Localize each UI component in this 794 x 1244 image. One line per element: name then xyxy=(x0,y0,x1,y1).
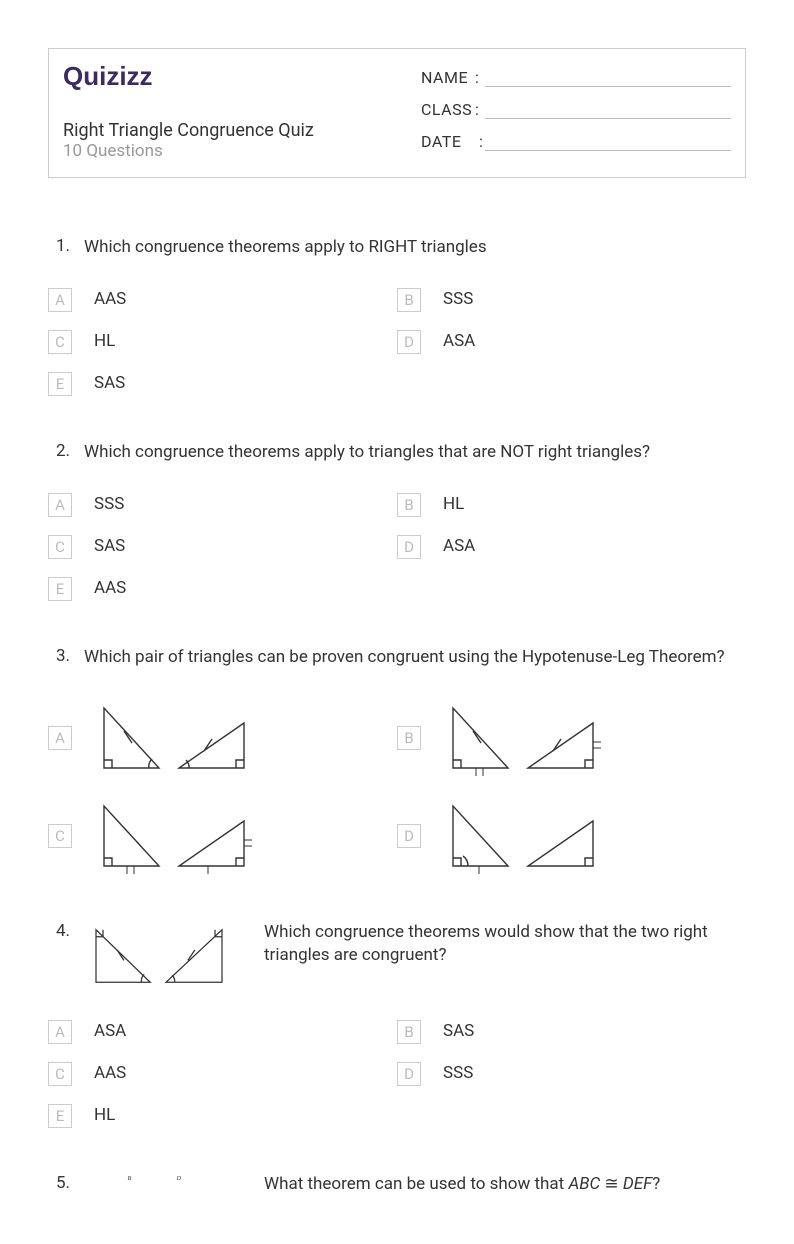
svg-text:D: D xyxy=(176,1175,182,1182)
question-text: Which pair of triangles can be proven co… xyxy=(84,646,746,669)
option-d[interactable]: D ASA xyxy=(397,526,746,568)
option-a[interactable]: A ASA xyxy=(48,1011,397,1053)
class-label: CLASS xyxy=(421,100,475,119)
quiz-title: Right Triangle Congruence Quiz xyxy=(63,120,421,141)
question-lead-image: B D xyxy=(84,1173,252,1187)
option-letter: A xyxy=(48,288,72,312)
question-number: 3. xyxy=(48,646,84,669)
date-input-line[interactable] xyxy=(485,131,731,151)
triangle-pair-icon xyxy=(94,698,254,778)
options-grid: A SSS B HL C SAS D ASA E AAS xyxy=(48,484,746,610)
option-b[interactable]: B SSS xyxy=(397,279,746,321)
questions-container: 1. Which congruence theorems apply to RI… xyxy=(48,236,746,1196)
option-b[interactable]: B SAS xyxy=(397,1011,746,1053)
question-number: 5. xyxy=(48,1173,84,1196)
question-5: 5. B D What theorem can be used to show … xyxy=(48,1173,746,1196)
option-c[interactable]: C AAS xyxy=(48,1053,397,1095)
option-d[interactable]: D xyxy=(397,787,746,885)
options-grid: A AAS B SSS C HL D ASA E SAS xyxy=(48,279,746,405)
brand-logo: Quizizz xyxy=(63,61,421,92)
class-input-line[interactable] xyxy=(485,99,731,119)
worksheet-header: Quizizz Right Triangle Congruence Quiz 1… xyxy=(48,48,746,178)
option-d[interactable]: D ASA xyxy=(397,321,746,363)
date-label: DATE xyxy=(421,132,475,151)
option-e[interactable]: E AAS xyxy=(48,568,397,610)
option-text: SAS xyxy=(94,372,125,393)
option-b[interactable]: B xyxy=(397,689,746,787)
question-text: Which congruence theorems would show tha… xyxy=(264,921,746,991)
option-d[interactable]: D SSS xyxy=(397,1053,746,1095)
option-a[interactable]: A SSS xyxy=(48,484,397,526)
option-e[interactable]: E HL xyxy=(48,1095,397,1137)
option-letter: B xyxy=(397,288,421,312)
question-number: 1. xyxy=(48,236,84,259)
option-text: HL xyxy=(94,330,115,351)
triangle-pair-icon xyxy=(94,796,254,876)
date-row: DATE : xyxy=(421,131,731,151)
option-a[interactable]: A AAS xyxy=(48,279,397,321)
question-3: 3. Which pair of triangles can be proven… xyxy=(48,646,746,885)
option-b[interactable]: B HL xyxy=(397,484,746,526)
option-c[interactable]: C xyxy=(48,787,397,885)
question-4: 4. Whi xyxy=(48,921,746,1137)
option-letter: C xyxy=(48,330,72,354)
quiz-worksheet-page: Quizizz Right Triangle Congruence Quiz 1… xyxy=(0,0,794,1244)
question-number: 2. xyxy=(48,441,84,464)
triangle-pair-icon xyxy=(443,796,603,876)
option-letter: D xyxy=(397,330,421,354)
svg-text:B: B xyxy=(128,1175,132,1182)
option-letter: E xyxy=(48,372,72,396)
option-c[interactable]: C SAS xyxy=(48,526,397,568)
question-number: 4. xyxy=(48,921,84,991)
option-text: ASA xyxy=(443,330,475,351)
name-input-line[interactable] xyxy=(485,67,731,87)
quiz-subtitle: 10 Questions xyxy=(63,141,421,161)
option-text: SSS xyxy=(443,288,473,309)
question-2: 2. Which congruence theorems apply to tr… xyxy=(48,441,746,610)
question-lead-image xyxy=(84,921,252,991)
name-row: NAME : xyxy=(421,67,731,87)
question-text: Which congruence theorems apply to trian… xyxy=(84,441,746,464)
option-text: AAS xyxy=(94,288,126,309)
option-a[interactable]: A xyxy=(48,689,397,787)
triangle-pair-icon xyxy=(443,698,603,778)
question-text: What theorem can be used to show that AB… xyxy=(264,1173,746,1196)
option-c[interactable]: C HL xyxy=(48,321,397,363)
options-grid: A xyxy=(48,689,746,885)
class-row: CLASS : xyxy=(421,99,731,119)
question-1: 1. Which congruence theorems apply to RI… xyxy=(48,236,746,405)
question-text: Which congruence theorems apply to RIGHT… xyxy=(84,236,746,259)
options-grid: A ASA B SAS C AAS D SSS E HL xyxy=(48,1011,746,1137)
name-label: NAME xyxy=(421,68,475,87)
option-e[interactable]: E SAS xyxy=(48,363,397,405)
student-info-block: NAME : CLASS : DATE : xyxy=(421,61,731,163)
